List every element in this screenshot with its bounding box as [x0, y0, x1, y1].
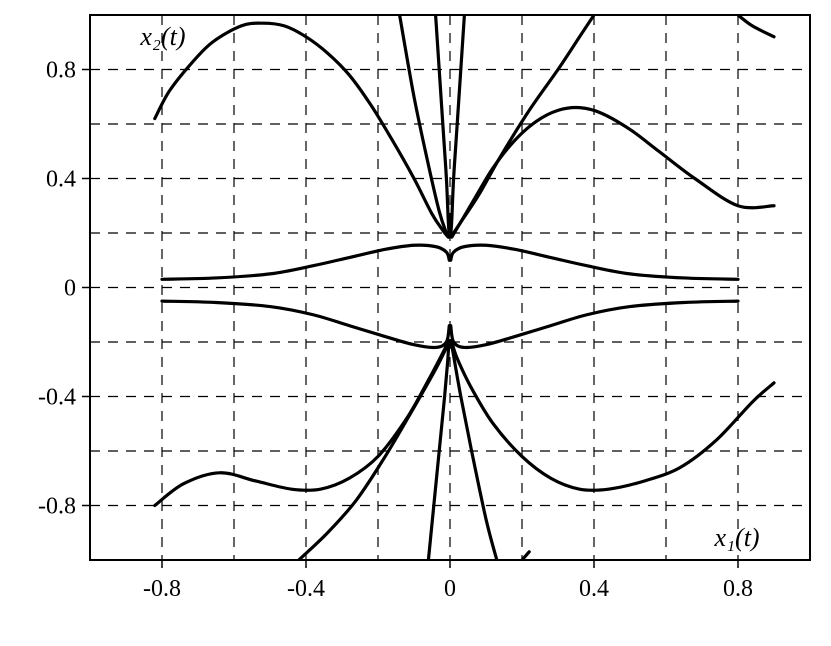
phase-plot-chart: -0.8 -0.4 0 0.4 0.8 -0.8 -0.4 0 0.4 0.8 x₂(t) x₁(t) — [0, 0, 831, 646]
y-tick-label: 0.8 — [46, 58, 76, 84]
x-tick-label: 0.8 — [723, 576, 753, 602]
x-tick-label: 0 — [444, 576, 456, 602]
x-tick-label: -0.8 — [143, 576, 181, 602]
chart-svg: -0.8 -0.4 0 0.4 0.8 -0.8 -0.4 0 0.4 0.8 x₂(t) x₁(t) — [0, 0, 831, 646]
x-axis-label: x₁(t) — [713, 523, 759, 552]
y-tick-label: 0 — [64, 276, 76, 302]
x-tick-label: -0.4 — [287, 576, 325, 602]
y-tick-label: -0.4 — [38, 385, 76, 411]
x-tick-label: 0.4 — [579, 576, 609, 602]
y-tick-label: 0.4 — [46, 167, 76, 193]
y-axis-label: x₂(t) — [139, 22, 185, 51]
y-tick-label: -0.8 — [38, 494, 76, 520]
